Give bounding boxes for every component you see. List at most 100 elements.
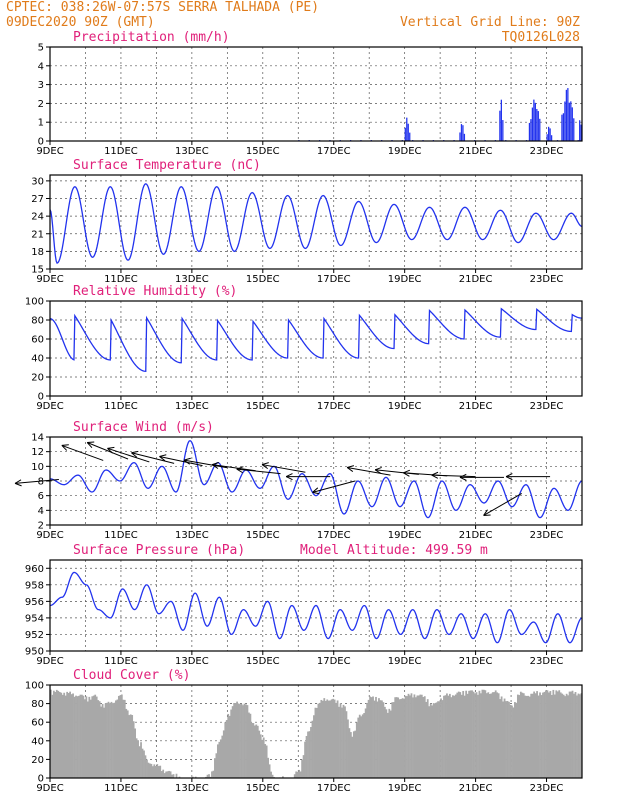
cloud-bar xyxy=(527,695,530,778)
cloud-bar xyxy=(364,708,367,778)
cloud-bar xyxy=(335,702,337,778)
x-tick-label: 19DEC xyxy=(388,401,422,412)
cloud-bar xyxy=(449,693,451,778)
y-tick-label: 0 xyxy=(38,392,44,403)
precip-bar xyxy=(407,123,409,141)
x-tick-label: 17DEC xyxy=(317,783,351,794)
wind-arrow-head xyxy=(347,465,355,468)
cloud-bar xyxy=(388,708,391,778)
cloud-bar xyxy=(506,701,509,778)
cloud-bar xyxy=(463,695,466,778)
x-tick-label: 15DEC xyxy=(246,530,280,541)
cloud-bar xyxy=(528,696,531,778)
cloud-bar xyxy=(394,697,397,778)
cloud-bar xyxy=(107,701,110,778)
cloud-bar xyxy=(253,725,256,778)
wind-arrow-head xyxy=(107,447,113,454)
cloud-bar xyxy=(109,703,111,778)
cloud-bar xyxy=(378,698,380,778)
cloud-bar xyxy=(570,691,572,778)
cloud-bar xyxy=(457,691,460,778)
precip-bar xyxy=(404,127,406,141)
y-tick-label: 958 xyxy=(25,580,44,591)
x-tick-label: 23DEC xyxy=(530,146,564,157)
cloud-bar xyxy=(58,692,61,778)
cloud-bar xyxy=(428,706,431,778)
cloud-bar xyxy=(329,700,332,778)
x-tick-label: 11DEC xyxy=(104,146,138,157)
cloud-bar xyxy=(60,692,63,778)
cloud-bar xyxy=(485,693,488,778)
cloud-bar xyxy=(250,722,253,778)
precip-bar xyxy=(564,101,566,141)
cloud-bar xyxy=(505,701,507,778)
cloud-bar xyxy=(481,689,484,778)
cloud-bar xyxy=(88,696,91,778)
cloud-bar xyxy=(450,697,453,778)
cloud-bar xyxy=(123,699,126,778)
cloud-bar xyxy=(389,710,392,778)
cloud-bar xyxy=(113,702,116,778)
precip-bar xyxy=(539,118,541,141)
cloud-bar xyxy=(293,774,296,778)
precip-bar xyxy=(462,125,464,141)
cloud-bar xyxy=(431,705,434,778)
cloud-bar xyxy=(361,714,364,778)
x-tick-label: 13DEC xyxy=(175,656,209,667)
y-tick-label: 80 xyxy=(31,699,44,710)
x-tick-label: 21DEC xyxy=(459,401,493,412)
station-header: CPTEC: 038:26W-07:57S SERRA TALHADA (PE) xyxy=(6,0,319,15)
cloud-bar xyxy=(63,692,66,778)
precip-bar xyxy=(561,114,563,141)
panel-title: Relative Humidity (%) xyxy=(73,284,237,299)
cloud-bar xyxy=(521,692,524,778)
wind-arrow xyxy=(312,480,356,493)
plot-area xyxy=(50,439,582,519)
x-tick-label: 9DEC xyxy=(36,401,63,412)
cloud-bar xyxy=(157,766,160,778)
wind-arrow-head xyxy=(312,487,319,493)
wind-arrow-head xyxy=(183,457,191,461)
panel-frame xyxy=(49,300,583,397)
cloud-bar xyxy=(497,693,500,778)
wind-arrow-head xyxy=(236,466,244,470)
cloud-bar xyxy=(137,740,139,778)
precip-bar xyxy=(534,102,536,141)
cloud-bar xyxy=(129,714,132,778)
wind-arrow xyxy=(87,442,129,460)
precip-bar xyxy=(530,119,532,141)
cloud-bar xyxy=(548,692,550,778)
cloud-bar xyxy=(248,712,250,778)
cloud-bar xyxy=(262,737,265,778)
x-tick-label: 21DEC xyxy=(459,783,493,794)
panel-frame xyxy=(49,559,583,652)
panel-5: Surface Pressure (hPa) Model Altitude: 49… xyxy=(25,543,583,667)
cloud-bar xyxy=(565,693,568,778)
cloud-bar xyxy=(555,690,558,778)
cloud-bar xyxy=(367,699,370,778)
cloud-bar xyxy=(437,701,439,778)
cloud-bar xyxy=(163,773,166,778)
cloud-bar xyxy=(409,695,411,778)
cloud-bar xyxy=(423,696,426,778)
cloud-bar xyxy=(515,702,518,778)
wind-arrow-head xyxy=(483,514,491,516)
wind-arrow-head xyxy=(285,473,293,478)
cloud-bar xyxy=(243,703,246,778)
precip-bar xyxy=(546,134,548,141)
cloud-bar xyxy=(440,698,442,778)
cloud-bar xyxy=(462,690,465,778)
cloud-bar xyxy=(72,693,74,778)
cloud-bar xyxy=(425,701,428,778)
cloud-bar xyxy=(208,774,210,778)
cloud-bar xyxy=(191,776,194,778)
cloud-bar xyxy=(301,759,303,778)
cloud-bar xyxy=(128,715,131,778)
cloud-bar xyxy=(447,695,450,778)
cloud-bar xyxy=(453,695,456,778)
cloud-bar xyxy=(404,695,407,778)
cloud-bar xyxy=(154,766,157,778)
x-tick-label: 17DEC xyxy=(317,146,351,157)
cloud-bar xyxy=(215,753,218,778)
cloud-bar xyxy=(147,762,150,778)
